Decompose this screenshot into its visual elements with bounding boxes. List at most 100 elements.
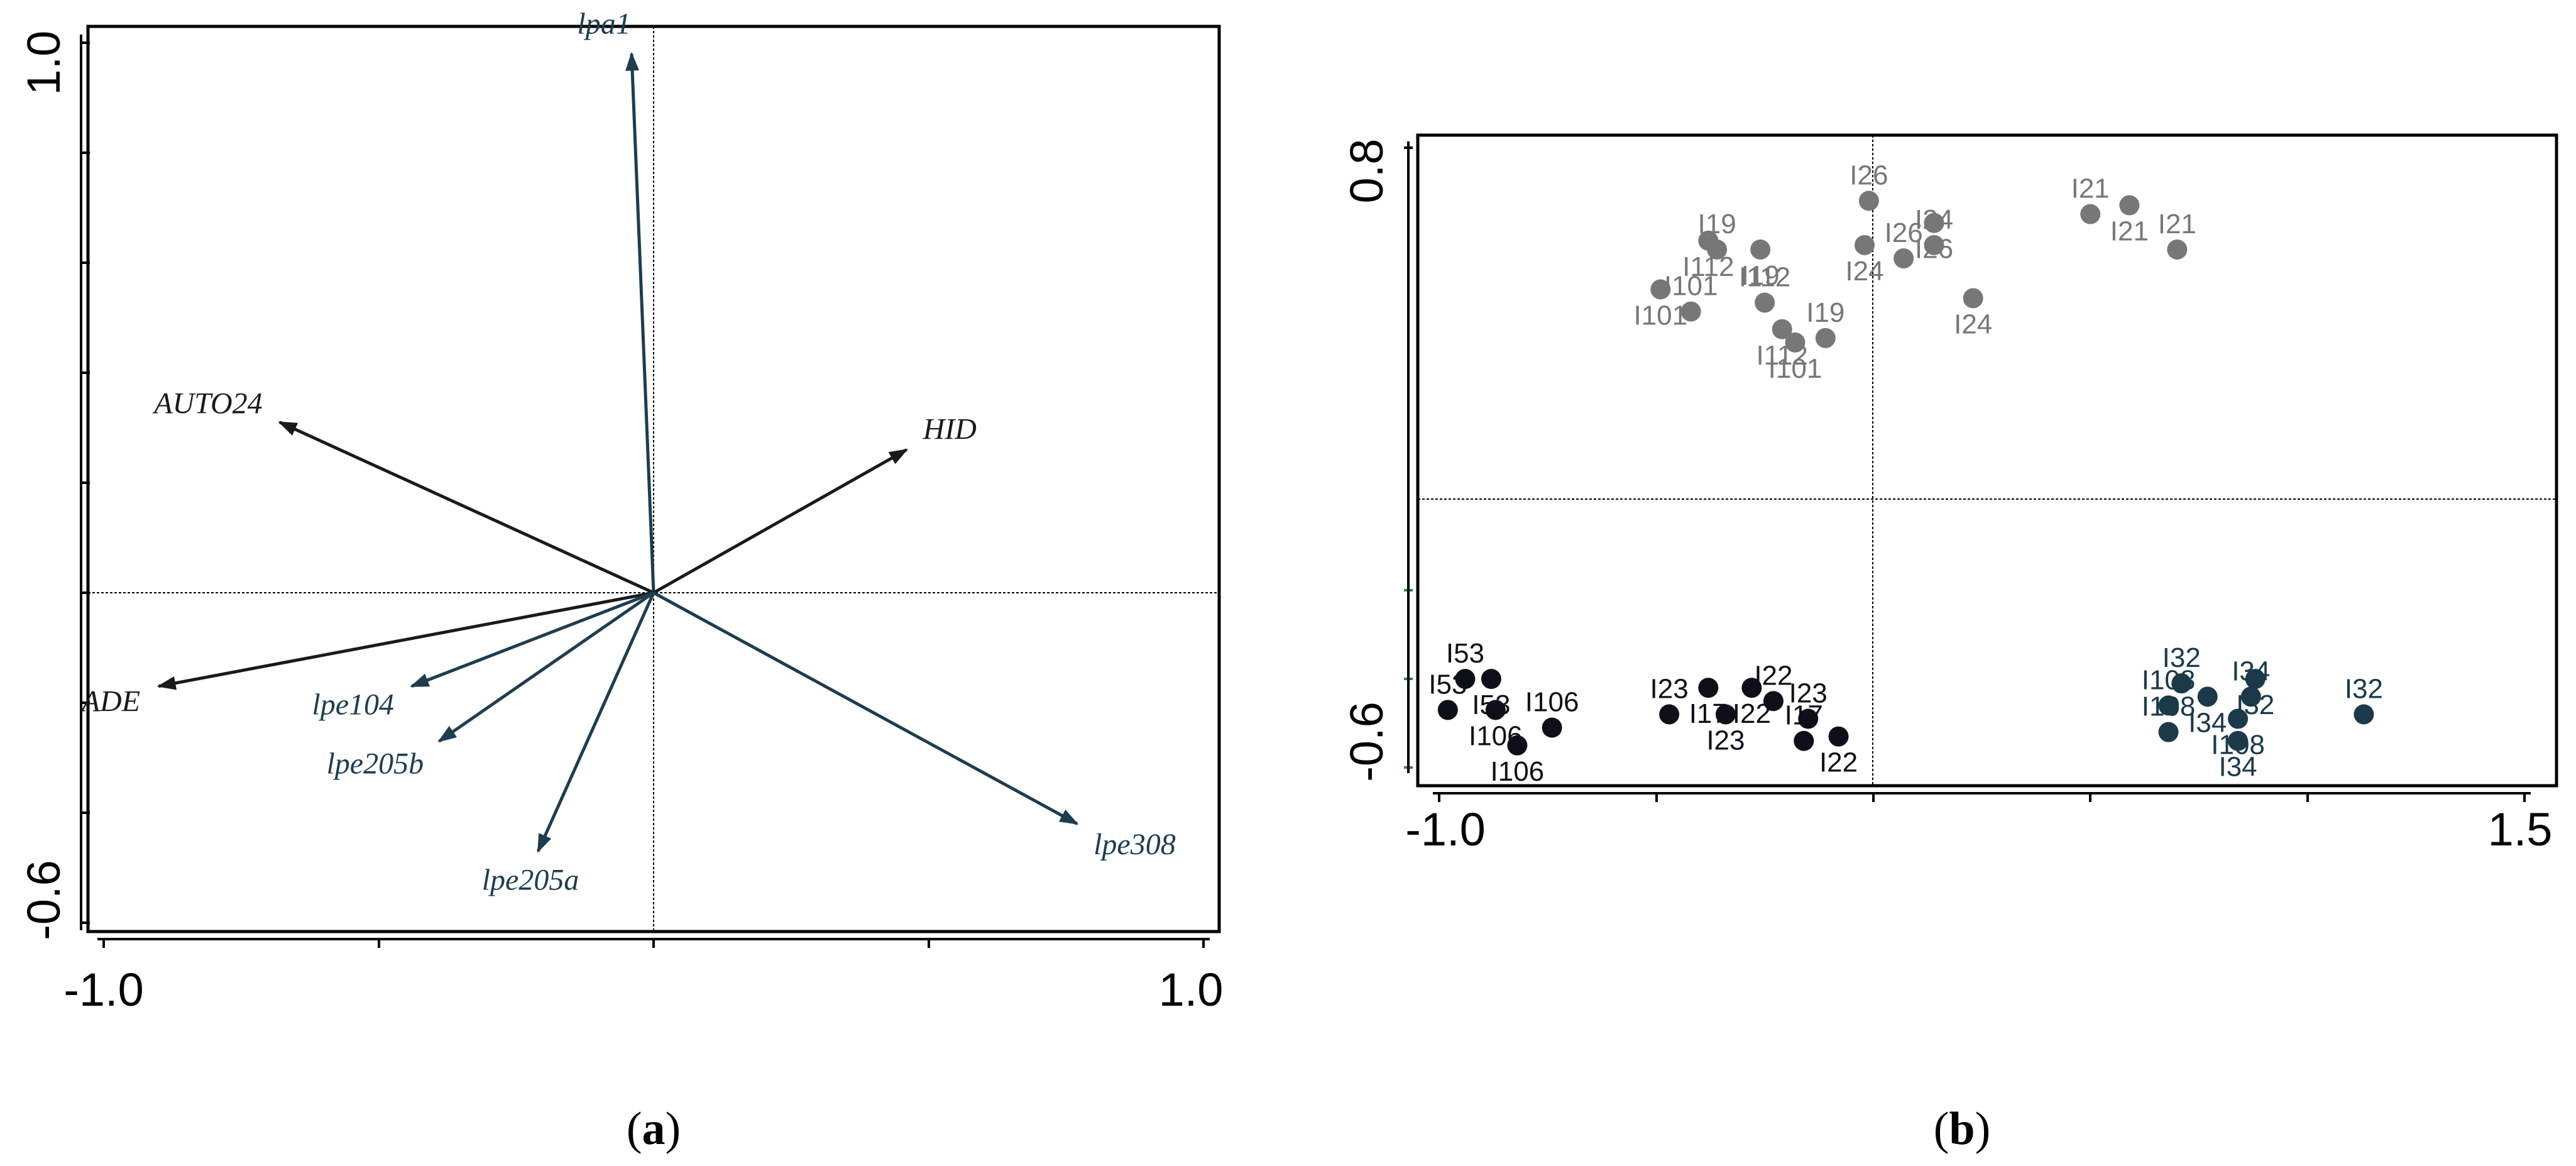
point-label-i22: I22 [1754,660,1792,691]
scatter-point-i34 [2197,686,2218,707]
scatter-point-i23 [1798,708,1819,729]
scatter-point-i32 [2171,673,2192,694]
point-label-i112: I112 [1682,251,1734,282]
vector-arrow-lpe205a [536,591,655,853]
point-label-i19: I19 [1698,209,1736,239]
scatter-point-i26 [1924,212,1944,233]
scatter-point-i17 [1698,678,1719,698]
scatter-point-i21 [2119,195,2140,216]
scatter-point-i112 [1755,292,1775,313]
panel-b-frame [1416,133,2558,788]
panel-a-caption-letter: a [642,1103,666,1155]
scatter-point-i24 [1854,234,1875,255]
scatter-point-i22 [1741,678,1762,698]
point-label-i26: I26 [1850,160,1888,191]
point-label-i21: I21 [2110,216,2149,247]
panel-b-x-tick-label: -1.0 [1405,803,1486,855]
scatter-point-i21 [2080,204,2101,224]
point-label-i32: I32 [2162,642,2201,673]
scatter-point-i34 [2228,730,2249,751]
vector-label-lpe104: lpe104 [312,688,394,722]
scatter-point-i106 [1542,717,1562,738]
point-label-i26: I26 [1885,217,1923,248]
scatter-point-i24 [1924,234,1944,255]
point-label-i101: I101 [1768,353,1822,384]
point-label-i22: I22 [1819,747,1858,778]
vector-arrow-lpe308 [652,591,1079,825]
point-label-i53: I53 [1446,638,1484,669]
point-label-i101: I101 [1664,271,1718,302]
scatter-point-i23 [1659,704,1680,725]
scatter-point-i19 [1750,239,1771,260]
panel-b-points: I26I26I26I24I24I24I21I21I21I112I112I112I… [1428,160,2383,787]
point-label-i32: I32 [2345,673,2383,704]
panel-a-y-tick-label: -0.6 [18,860,70,940]
point-label-i108: I108 [2211,730,2265,761]
point-label-i112: I112 [1739,262,1790,293]
vector-label-hid: HID [923,413,977,446]
point-label-i19: I19 [1806,297,1844,328]
panel-b-caption: (b) [1934,1103,1990,1155]
vector-arrow-lpe104 [410,591,654,688]
scatter-point-i32 [2354,704,2374,725]
scatter-point-i108 [2158,722,2179,742]
point-label-i53: I53 [1428,669,1467,700]
panel-b-caption-letter: b [1949,1103,1975,1155]
point-label-i34: I34 [2188,707,2227,738]
vector-label-ade: ADE [80,685,140,718]
panel-a-x-tick-label: 1.0 [1159,964,1224,1016]
panel-b-y-tick-label: -0.6 [1340,701,1393,782]
point-label-i24: I24 [1845,256,1883,287]
scatter-point-i26 [1894,248,1914,269]
scatter-point-i24 [1963,288,1983,309]
panel-a-vectors: lpa1 AUTO24 HID ADE lpe104 lpe205b lpe205a lpe3… [80,8,1176,897]
scatter-point-i19 [1815,327,1836,348]
vector-label-lpe308: lpe308 [1093,828,1176,861]
panel-a-frame [86,25,1221,933]
point-label-i17: I17 [1689,698,1728,729]
panel-a-y-ticks [81,41,90,924]
scatter-point-i32 [2245,669,2266,690]
scatter-point-i101 [1650,279,1671,300]
panel-b-y-tick-label: 0.8 [1340,139,1393,204]
vector-label-lpa1: lpa1 [577,8,630,41]
point-label-i17: I17 [1785,700,1823,731]
panel-a-x-tick-label: -1.0 [63,964,144,1016]
point-label-i23: I23 [1706,725,1745,756]
vector-arrow-ade [156,591,654,690]
vector-arrow-lpa1 [625,52,655,593]
point-label-i108: I108 [2142,664,2196,695]
panel-b-x-ticks [1438,793,2526,802]
scatter-point-i23 [1715,704,1736,725]
scatter-point-i106 [1485,700,1506,720]
scatter-point-i108 [2228,708,2249,729]
point-label-i23: I23 [1789,678,1828,709]
point-label-i23: I23 [1650,673,1689,704]
scatter-point-i101 [1680,301,1701,322]
panel-a-x-ticks [102,939,1205,948]
vector-arrow-hid [652,448,909,595]
scatter-point-i17 [1794,730,1814,751]
scatter-point-i19 [1707,239,1728,260]
vector-label-auto24: AUTO24 [152,387,262,420]
point-label-i34: I34 [2218,752,2257,783]
scatter-point-i22 [1763,691,1784,712]
panel-a-caption: (a) [627,1103,681,1155]
point-label-i21: I21 [2071,173,2110,204]
scatter-point-i53 [1481,669,1501,690]
scatter-point-i106 [1507,735,1528,756]
scatter-point-i26 [1858,190,1879,211]
vector-label-lpe205b: lpe205b [326,747,424,780]
point-label-i101: I101 [1633,300,1687,331]
vector-arrow-auto24 [278,421,655,595]
point-label-i21: I21 [2158,209,2196,239]
vector-arrow-lpe205b [437,591,655,743]
point-label-i106: I106 [1491,756,1545,787]
point-label-i34: I34 [2232,656,2270,686]
point-label-i24: I24 [1915,204,1953,235]
scatter-point-i101 [1785,332,1806,353]
scatter-point-i53 [1455,669,1476,690]
scatter-point-i34 [2240,686,2261,707]
panel-b-scatter: -1.0 1.5 0.8 -0.6 I26I26I26I24I24I24I21I… [1340,133,2558,1155]
